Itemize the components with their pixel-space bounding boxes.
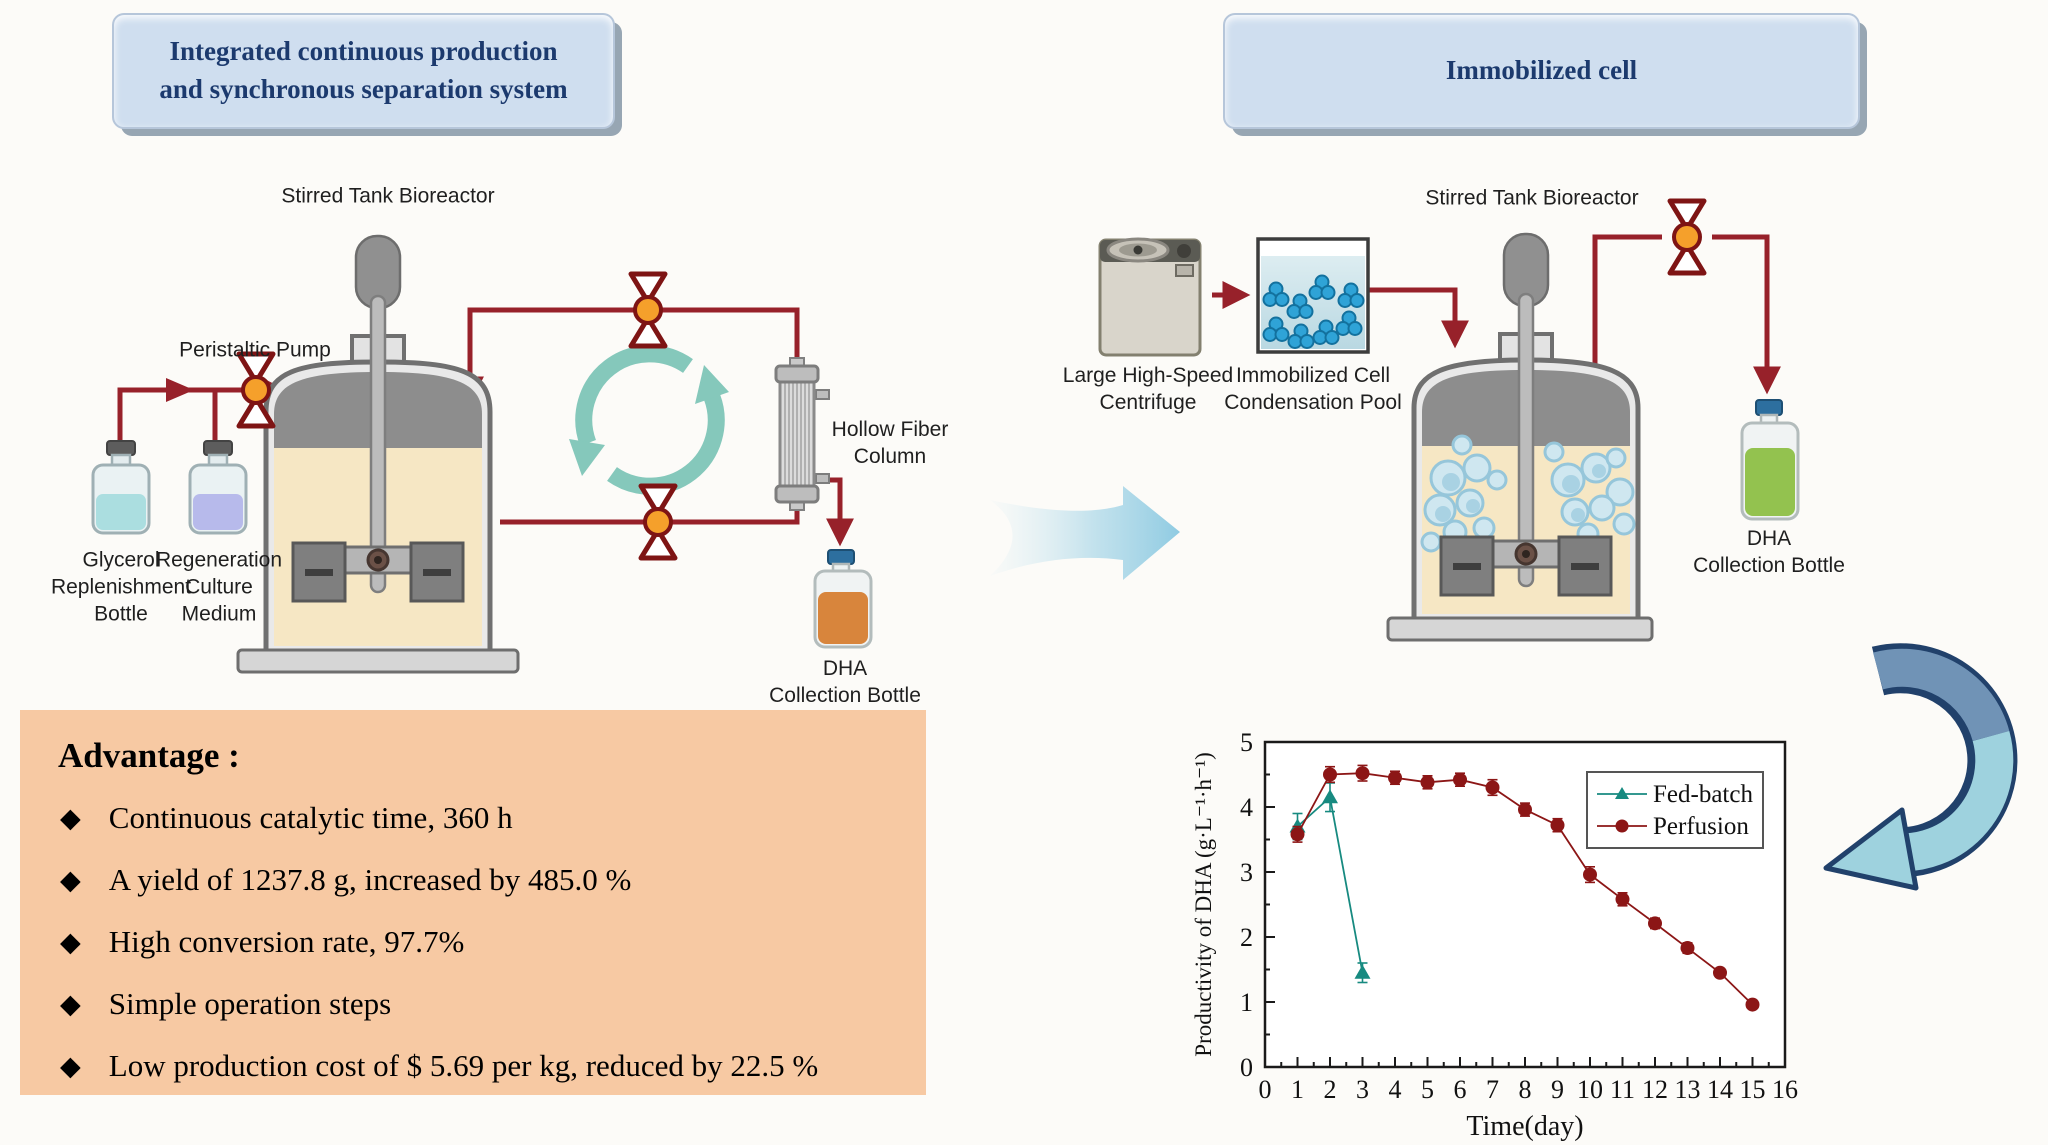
dha-bottle-left-label: DHA Collection Bottle: [769, 657, 921, 707]
impeller: [1439, 535, 1613, 597]
reactor-outlet-pipe: [1592, 234, 1662, 372]
svg-text:5: 5: [1421, 1075, 1434, 1104]
hollow-fiber-column-icon: [774, 357, 830, 511]
peristaltic-pump-valve: [236, 351, 276, 429]
svg-text:14: 14: [1707, 1075, 1733, 1104]
y-axis-label: Productivity of DHA (g·L⁻¹·h⁻¹): [1191, 752, 1216, 1056]
left-panel-title: Integrated continuous production and syn…: [112, 13, 615, 129]
advantage-text: Continuous catalytic time, 360 h: [108, 800, 513, 835]
productivity-chart: 0 1 2 3 4 5 6 7 8 9 10 11 12 13 14 15 16012345Time(day)P…: [1191, 728, 1798, 1142]
svg-text:4: 4: [1240, 793, 1253, 822]
advantage-text: High conversion rate, 97.7%: [108, 924, 465, 959]
right-bioreactor-label: Stirred Tank Bioreactor: [1425, 186, 1639, 210]
svg-text:0: 0: [1240, 1053, 1253, 1082]
feed-pipe: [117, 376, 287, 448]
svg-text:3: 3: [1240, 858, 1253, 887]
svg-text:0: 0: [1259, 1075, 1272, 1104]
svg-text:15: 15: [1740, 1075, 1766, 1104]
harvest-pump-valve: [1667, 198, 1707, 276]
svg-text:4: 4: [1389, 1075, 1402, 1104]
svg-text:11: 11: [1610, 1075, 1635, 1104]
advantage-text: A yield of 1237.8 g, increased by 485.0 …: [108, 862, 632, 897]
immobilized-cells-icon: [1262, 274, 1365, 349]
feed-pipes: [117, 376, 287, 448]
advantages-panel: Advantage : ◆ Continuous catalytic time,…: [20, 710, 926, 1095]
svg-text:16: 16: [1772, 1075, 1798, 1104]
glycerol-bottle-icon: [91, 440, 151, 535]
centrifuge-icon: [1098, 237, 1202, 357]
x-axis-label: Time(day): [1466, 1111, 1583, 1142]
advantage-item: ◆ Simple operation steps: [60, 986, 391, 1022]
diamond-bullet-icon: ◆: [60, 1050, 81, 1081]
diamond-bullet-icon: ◆: [60, 864, 81, 895]
svg-text:13: 13: [1675, 1075, 1701, 1104]
diamond-bullet-icon: ◆: [60, 926, 81, 957]
axes-ticks: [1264, 741, 1786, 1068]
dha-collection-bottle-right-icon: [1740, 399, 1800, 521]
pool-label: Immobilized Cell Condensation Pool: [1224, 364, 1402, 414]
svg-text:9: 9: [1551, 1075, 1564, 1104]
advantage-item: ◆ Continuous catalytic time, 360 h: [60, 800, 513, 836]
regeneration-bottle-label: Regeneration Culture Medium: [155, 548, 283, 626]
outlet-to-bottle-pipe: [1712, 234, 1781, 395]
stirred-tank-bioreactor-right: [1386, 232, 1654, 642]
immobilized-cell-bead-cores: [1435, 464, 1606, 522]
advantage-text: Simple operation steps: [108, 986, 392, 1021]
left-bioreactor-label: Stirred Tank Bioreactor: [281, 184, 495, 208]
svg-text:7: 7: [1486, 1075, 1499, 1104]
hollow-fiber-label: Hollow Fiber Column: [831, 418, 949, 468]
glycerol-bottle-label: Glycerol Replenishment Bottle: [50, 548, 192, 626]
svg-text:Perfusion: Perfusion: [1653, 813, 1749, 840]
regeneration-bottle-icon: [188, 440, 248, 535]
pool-to-reactor-pipe: [1368, 287, 1469, 349]
impeller: [291, 541, 465, 603]
permeate-pipe: [818, 477, 854, 547]
stirrer-shaft: [1517, 292, 1535, 588]
cycle-back-arrow-icon: [1823, 643, 2018, 891]
advantage-item: ◆ A yield of 1237.8 g, increased by 485.…: [60, 862, 631, 898]
recirculation-arrows-icon: [569, 345, 729, 495]
svg-text:8: 8: [1519, 1075, 1532, 1104]
recycle-pump-valve-bottom: [638, 483, 678, 561]
svg-text:1: 1: [1291, 1075, 1304, 1104]
right-panel-title: Immobilized cell: [1223, 13, 1860, 129]
centrifuge-label: Large High-Speed Centrifuge: [1062, 364, 1234, 414]
condensation-pool-icon: [1256, 237, 1370, 354]
series-perfusion: [1290, 764, 1760, 1012]
svg-text:2: 2: [1240, 923, 1253, 952]
stirred-tank-bioreactor-left: [236, 234, 520, 674]
peristaltic-pump-label: Peristaltic Pump: [179, 338, 331, 362]
diamond-bullet-icon: ◆: [60, 988, 81, 1019]
svg-text:10: 10: [1577, 1075, 1603, 1104]
stirrer-shaft: [369, 294, 387, 594]
advantage-item: ◆ Low production cost of $ 5.69 per kg, …: [60, 1048, 818, 1084]
svg-text:Fed-batch: Fed-batch: [1653, 781, 1753, 808]
svg-text:6: 6: [1454, 1075, 1467, 1104]
svg-text:1: 1: [1240, 988, 1253, 1017]
advantage-item: ◆ High conversion rate, 97.7%: [60, 924, 464, 960]
svg-text:12: 12: [1642, 1075, 1668, 1104]
svg-text:2: 2: [1324, 1075, 1337, 1104]
flow-transition-arrow-icon: [990, 486, 1180, 580]
advantage-text: Low production cost of $ 5.69 per kg, re…: [108, 1048, 819, 1083]
flow-arrow-icon: [166, 378, 194, 402]
svg-text:5: 5: [1240, 728, 1253, 757]
recycle-pump-valve-top: [628, 271, 668, 349]
dha-collection-bottle-left-icon: [813, 549, 873, 649]
svg-text:3: 3: [1356, 1075, 1369, 1104]
dha-bottle-right-label: DHA Collection Bottle: [1693, 527, 1845, 577]
right-pipes: [1212, 234, 1781, 395]
diamond-bullet-icon: ◆: [60, 802, 81, 833]
advantages-heading: Advantage :: [58, 736, 240, 775]
legend: Fed-batch Perfusion: [1586, 771, 1764, 849]
